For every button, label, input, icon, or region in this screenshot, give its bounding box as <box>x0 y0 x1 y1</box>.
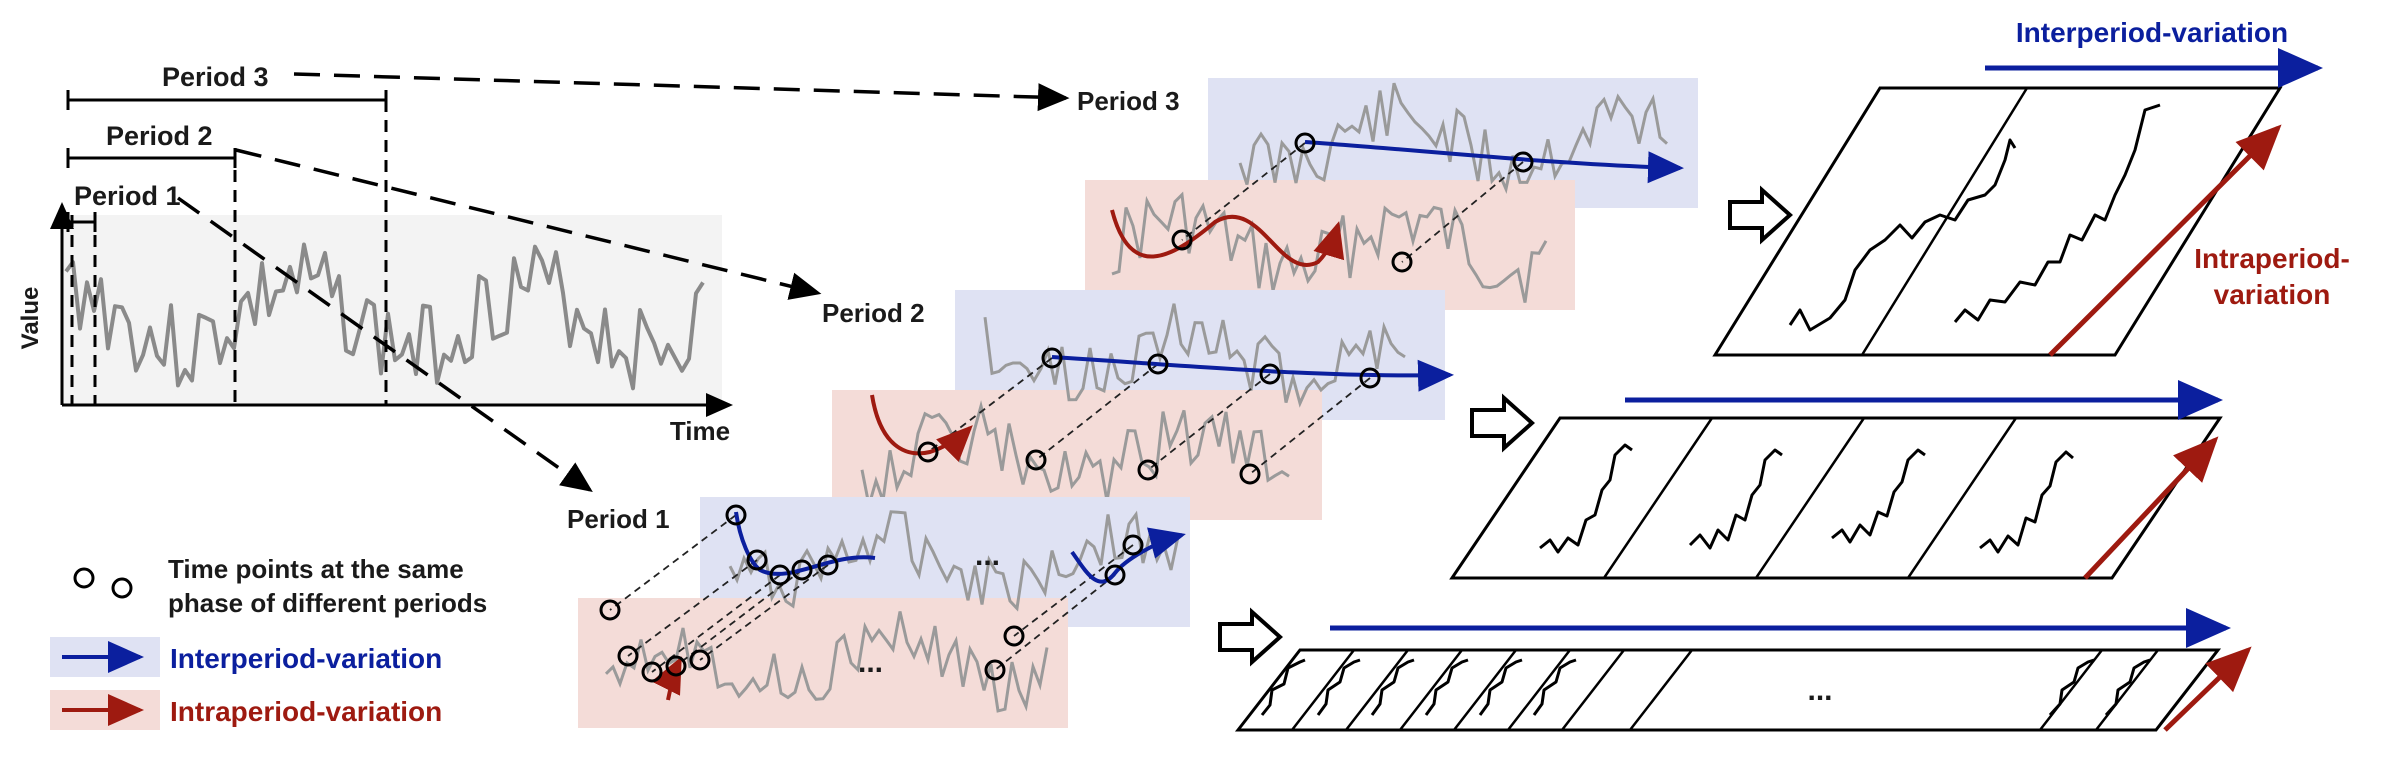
tensor-top-interperiod-label: Interperiod-variation <box>2016 17 2288 48</box>
connector-arrows <box>176 72 1070 493</box>
period3-connector <box>293 72 1070 112</box>
p2-intraperiod-curve <box>870 394 973 462</box>
variation-curves <box>651 140 1684 701</box>
period1-connector <box>176 196 593 493</box>
period2-label: Period 2 <box>106 121 213 151</box>
p1-interperiod-curve-b <box>1070 527 1186 584</box>
legend-circle-b-icon <box>111 577 133 599</box>
phase-circles <box>599 132 1534 683</box>
p1-interperiod-curve-a <box>734 511 876 576</box>
intraperiod-label-1: Intraperiod- <box>2194 243 2350 274</box>
p2-interperiod-curve <box>1051 355 1454 392</box>
stack-period1-label: Period 1 <box>567 504 670 534</box>
hollow-arrow-bottom-icon <box>1218 607 1284 667</box>
tensor-middle <box>1449 380 2223 580</box>
period3-stack: Period 3 <box>1077 78 1698 310</box>
period2-span <box>66 148 237 168</box>
y-axis-label: Value <box>17 287 44 350</box>
p1-segment-a <box>728 510 1180 612</box>
original-series-plot: Value Time Period 3 Period 2 Period 1 <box>17 62 733 446</box>
tensor-top: Interperiod-variation Intraperiod- varia… <box>1712 17 2350 357</box>
intraperiod-label-2: variation <box>2214 279 2331 310</box>
hollow-arrow-mid-icon <box>1470 393 1536 453</box>
x-axis-label: Time <box>670 416 730 446</box>
hollow-arrow-top-icon <box>1728 185 1794 245</box>
tensor-middle-intraperiod-arrow-icon <box>2083 436 2219 580</box>
p2-segment-b <box>860 400 1290 506</box>
tensor-top-wave-a <box>1788 138 2017 332</box>
p3-interperiod-curve <box>1304 140 1684 184</box>
stack-period3-label: Period 3 <box>1077 86 1180 116</box>
period3-label: Period 3 <box>162 62 269 92</box>
p1-segment-b <box>604 611 1049 713</box>
legend-circles-text-2: phase of different periods <box>168 588 487 618</box>
tensor-top-wave-b <box>1953 103 2161 323</box>
legend-circle-a-icon <box>73 567 95 589</box>
period2-stack: Period 2 <box>822 290 1445 520</box>
tensor-bottom-intraperiod-arrow-icon <box>2163 646 2252 732</box>
period1-stack: Period 1 ... ... <box>567 497 1190 728</box>
stack-period2-label: Period 2 <box>822 298 925 328</box>
legend-circles-text-1: Time points at the same <box>168 554 464 584</box>
tensor-bottom: ... <box>1234 608 2252 732</box>
legend-interperiod-text: Interperiod-variation <box>170 643 442 674</box>
tensor-top-intraperiod-arrow-icon <box>2048 124 2282 357</box>
period3-span <box>66 90 388 110</box>
period1-label: Period 1 <box>74 181 181 211</box>
period2-connector <box>235 148 822 300</box>
p3-intraperiod-curve <box>1110 209 1345 267</box>
reshape-arrows <box>1218 185 1794 667</box>
p3-segment-a <box>1238 82 1669 195</box>
tensor-bottom-ellipsis: ... <box>1807 674 1832 707</box>
p1-ellipsis-top: ... <box>975 539 1000 572</box>
period1-span <box>66 212 97 232</box>
p1-ellipsis-bottom: ... <box>858 646 883 679</box>
legend: Time points at the same phase of differe… <box>50 554 487 730</box>
series-bg <box>62 215 722 405</box>
legend-intraperiod-text: Intraperiod-variation <box>170 696 442 727</box>
p2-segment-a <box>983 303 1406 408</box>
